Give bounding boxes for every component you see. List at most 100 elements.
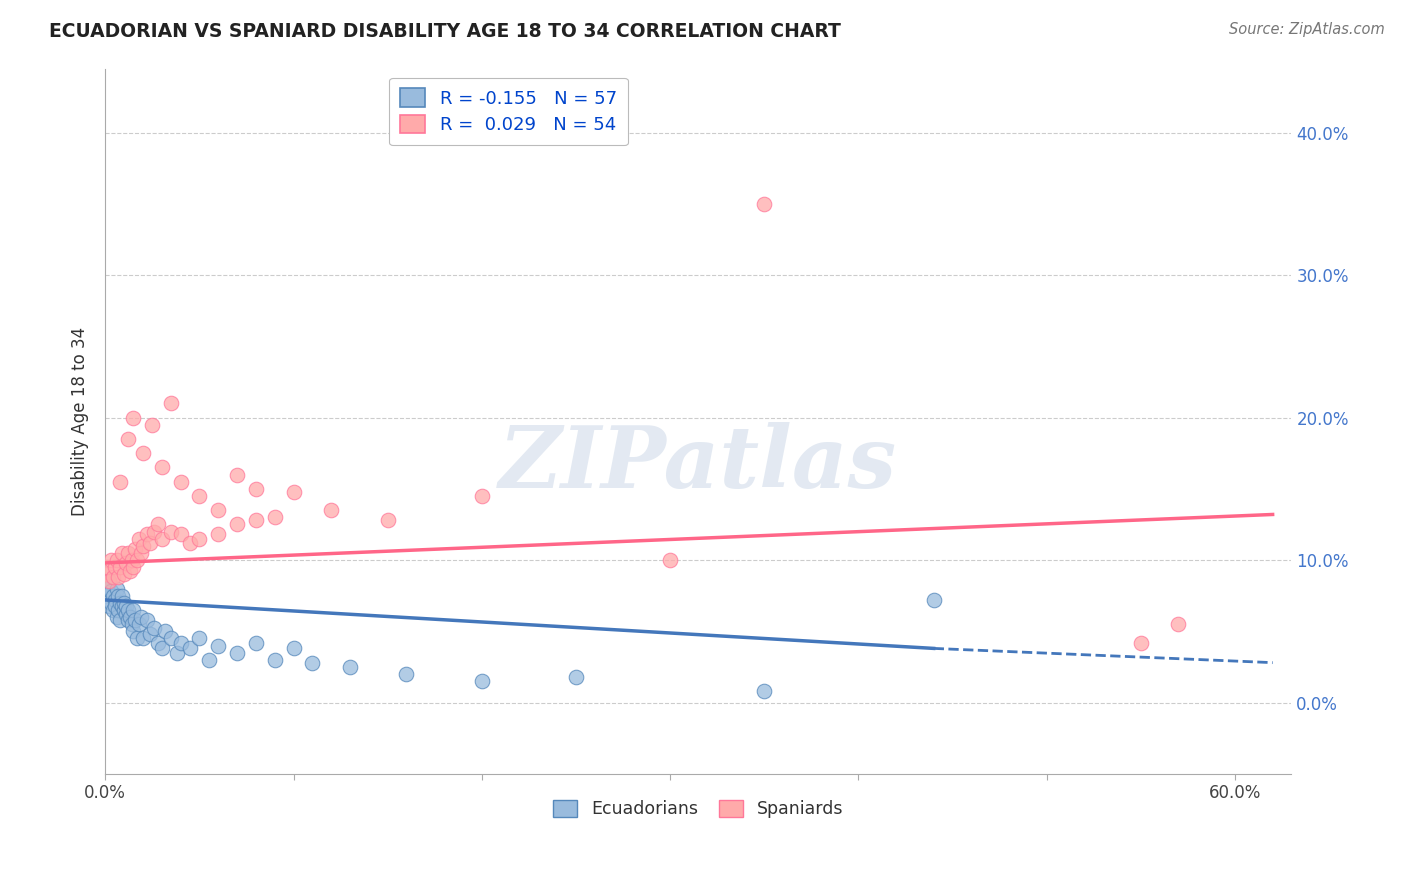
Point (754, 684, 776, 698)
Text: ZIPatlas: ZIPatlas (499, 422, 897, 505)
Point (112, 603, 135, 617)
Point (104, 560, 127, 574)
Point (101, 589, 124, 603)
Point (754, 197, 776, 211)
Point (226, 517, 249, 532)
Y-axis label: Disability Age 18 to 34: Disability Age 18 to 34 (72, 326, 89, 516)
Point (143, 524, 166, 539)
Point (150, 641, 173, 656)
Point (150, 460, 173, 475)
Point (197, 653, 219, 667)
Point (112, 596, 135, 610)
Point (283, 484, 305, 499)
Point (112, 567, 135, 582)
Point (132, 632, 155, 646)
Point (111, 599, 134, 613)
Point (301, 656, 323, 670)
Text: Source: ZipAtlas.com: Source: ZipAtlas.com (1229, 22, 1385, 37)
Point (107, 589, 129, 603)
Point (117, 603, 139, 617)
Point (100, 553, 122, 567)
Point (107, 570, 129, 584)
Point (169, 636, 191, 650)
Point (471, 489, 494, 503)
Point (122, 410, 145, 425)
Point (110, 475, 132, 489)
Point (245, 513, 267, 527)
Point (115, 599, 138, 613)
Point (207, 639, 229, 653)
Point (129, 610, 152, 624)
Point (339, 660, 361, 674)
Point (263, 653, 285, 667)
Point (124, 541, 146, 556)
Point (146, 636, 169, 650)
Point (135, 527, 157, 541)
Point (160, 396, 183, 410)
Point (132, 446, 155, 460)
Point (169, 527, 191, 541)
Point (111, 589, 134, 603)
Point (160, 632, 183, 646)
Point (96, 560, 118, 574)
Point (107, 603, 129, 617)
Point (101, 570, 124, 584)
Point (377, 513, 399, 527)
Point (94, 567, 117, 582)
Point (160, 524, 183, 539)
Point (98, 574, 121, 589)
Point (122, 624, 145, 639)
Point (141, 417, 163, 432)
Point (121, 553, 143, 567)
Point (179, 641, 201, 656)
Point (96, 582, 118, 596)
Text: ECUADORIAN VS SPANIARD DISABILITY AGE 18 TO 34 CORRELATION CHART: ECUADORIAN VS SPANIARD DISABILITY AGE 18… (49, 22, 841, 41)
Point (115, 607, 138, 622)
Point (121, 617, 143, 632)
Point (263, 510, 285, 524)
Legend: Ecuadorians, Spaniards: Ecuadorians, Spaniards (546, 793, 851, 825)
Point (188, 489, 211, 503)
Point (471, 674, 494, 689)
Point (101, 603, 124, 617)
Point (105, 582, 128, 596)
Point (395, 667, 418, 681)
Point (98, 599, 121, 613)
Point (100, 596, 122, 610)
Point (94, 589, 117, 603)
Point (117, 432, 139, 446)
Point (922, 593, 945, 607)
Point (188, 532, 211, 546)
Point (135, 613, 157, 627)
Point (110, 596, 132, 610)
Point (139, 536, 162, 550)
Point (124, 613, 146, 627)
Point (155, 624, 177, 639)
Point (122, 603, 145, 617)
Point (1167, 617, 1189, 632)
Point (139, 627, 162, 641)
Point (565, 670, 588, 684)
Point (207, 503, 229, 517)
Point (118, 565, 141, 579)
Point (100, 584, 122, 599)
Point (117, 613, 139, 627)
Point (321, 503, 343, 517)
Point (179, 536, 201, 550)
Point (110, 560, 132, 574)
Point (150, 532, 173, 546)
Point (104, 599, 127, 613)
Point (132, 539, 155, 553)
Point (143, 622, 166, 636)
Point (207, 527, 229, 541)
Point (146, 517, 169, 532)
Point (118, 610, 141, 624)
Point (117, 546, 139, 560)
Point (659, 553, 682, 567)
Point (245, 482, 267, 496)
Point (1129, 636, 1152, 650)
Point (98, 574, 121, 589)
Point (169, 475, 191, 489)
Point (129, 546, 152, 560)
Point (104, 593, 127, 607)
